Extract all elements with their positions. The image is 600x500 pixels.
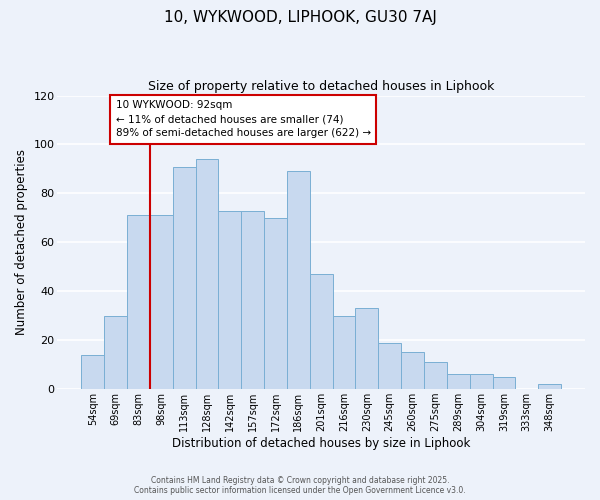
Bar [104, 316, 127, 389]
Bar [355, 308, 379, 389]
Title: Size of property relative to detached houses in Liphook: Size of property relative to detached ho… [148, 80, 494, 93]
Bar [447, 374, 470, 389]
Bar [401, 352, 424, 389]
Text: Contains HM Land Registry data © Crown copyright and database right 2025.
Contai: Contains HM Land Registry data © Crown c… [134, 476, 466, 495]
X-axis label: Distribution of detached houses by size in Liphook: Distribution of detached houses by size … [172, 437, 470, 450]
Bar [150, 216, 173, 389]
Bar [173, 166, 196, 389]
Bar [538, 384, 561, 389]
Bar [196, 159, 218, 389]
Bar [287, 172, 310, 389]
Bar [264, 218, 287, 389]
Bar [424, 362, 447, 389]
Bar [127, 216, 150, 389]
Bar [493, 377, 515, 389]
Bar [332, 316, 355, 389]
Bar [241, 210, 264, 389]
Bar [218, 210, 241, 389]
Bar [82, 355, 104, 389]
Bar [379, 342, 401, 389]
Bar [470, 374, 493, 389]
Text: 10 WYKWOOD: 92sqm
← 11% of detached houses are smaller (74)
89% of semi-detached: 10 WYKWOOD: 92sqm ← 11% of detached hous… [116, 100, 371, 138]
Bar [310, 274, 332, 389]
Text: 10, WYKWOOD, LIPHOOK, GU30 7AJ: 10, WYKWOOD, LIPHOOK, GU30 7AJ [164, 10, 436, 25]
Y-axis label: Number of detached properties: Number of detached properties [15, 150, 28, 336]
